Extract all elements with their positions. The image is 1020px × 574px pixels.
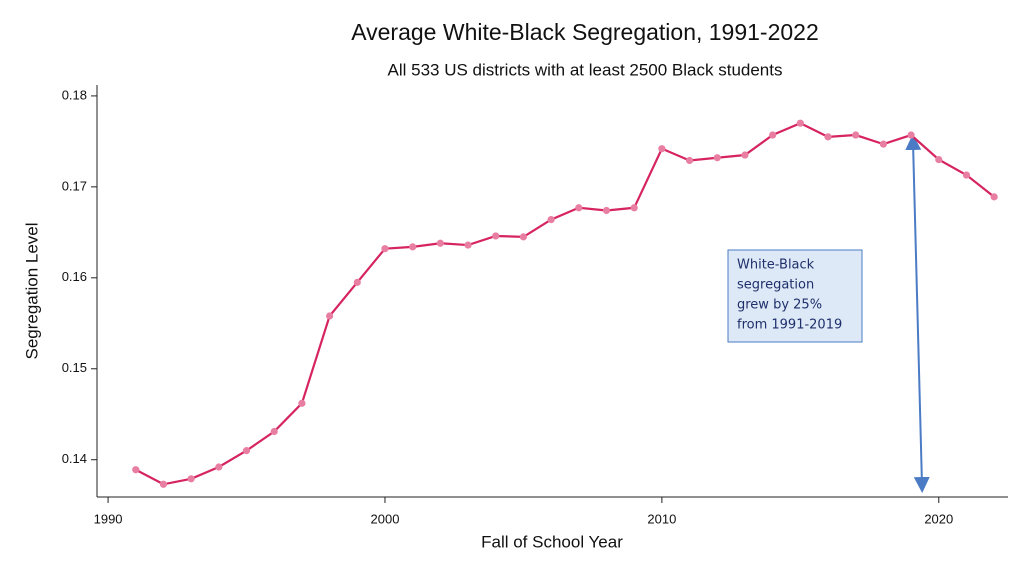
point bbox=[769, 131, 777, 139]
x-tick-label: 2010 bbox=[647, 511, 676, 526]
point bbox=[685, 156, 694, 165]
point bbox=[713, 154, 721, 162]
chart-title: Average White-Black Segregation, 1991-20… bbox=[351, 19, 819, 45]
y-axis-label: Segregation Level bbox=[22, 222, 41, 359]
annotation: White-Black segregation grew by 25% from 19… bbox=[737, 258, 842, 333]
point bbox=[907, 131, 915, 139]
annotation-text: from 1991-2019 bbox=[737, 318, 842, 333]
annotation-box bbox=[727, 249, 863, 343]
point bbox=[159, 480, 168, 488]
point bbox=[741, 151, 749, 159]
point bbox=[879, 140, 887, 148]
point bbox=[796, 119, 804, 127]
point bbox=[519, 233, 528, 241]
point bbox=[215, 463, 223, 471]
point bbox=[270, 427, 278, 436]
point bbox=[436, 239, 444, 247]
point bbox=[381, 245, 389, 253]
annotation-text: segregation bbox=[737, 278, 814, 293]
point bbox=[575, 204, 583, 212]
point bbox=[132, 466, 140, 474]
point bbox=[298, 399, 306, 407]
y-tick-label: 0.17 bbox=[62, 178, 87, 193]
point bbox=[492, 232, 500, 240]
x-tick-label: 2020 bbox=[924, 511, 953, 526]
point bbox=[242, 447, 251, 455]
point bbox=[325, 312, 334, 320]
annotation-text: grew by 25% bbox=[737, 298, 822, 313]
point bbox=[630, 204, 638, 212]
point bbox=[409, 243, 417, 251]
point bbox=[935, 155, 943, 164]
y-tick-label: 0.18 bbox=[62, 87, 87, 102]
x-tick-label: 1990 bbox=[94, 511, 123, 526]
line bbox=[135, 121, 995, 486]
y-tick-label: 0.14 bbox=[62, 451, 87, 466]
point bbox=[602, 206, 611, 215]
point bbox=[990, 193, 998, 201]
x-axis-label: Fall of School Year bbox=[481, 532, 623, 551]
point bbox=[547, 216, 555, 224]
point bbox=[187, 475, 195, 483]
point bbox=[464, 241, 472, 249]
point bbox=[962, 171, 971, 179]
chart-subtitle: All 533 US districts with at least 2500 … bbox=[388, 60, 783, 79]
annotation-text: White-Black bbox=[737, 258, 815, 273]
point bbox=[852, 131, 860, 139]
x-tick-label: 2000 bbox=[371, 511, 400, 526]
point bbox=[824, 133, 832, 141]
y-tick-label: 0.16 bbox=[62, 269, 87, 284]
point bbox=[353, 278, 361, 286]
point bbox=[658, 145, 666, 153]
annotation-arrow bbox=[905, 134, 930, 493]
y-tick-label: 0.15 bbox=[62, 360, 87, 375]
